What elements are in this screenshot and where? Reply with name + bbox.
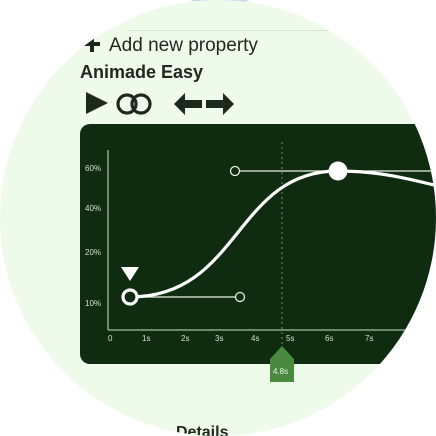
x-tick-label: 3s (215, 334, 223, 343)
arrow-right-icon[interactable] (206, 93, 234, 115)
y-tick-label: 60% (85, 164, 101, 173)
x-tick-label: 6s (325, 334, 333, 343)
start-marker-icon (121, 267, 139, 281)
details-heading: Details (176, 424, 229, 436)
y-tick-label: 10% (85, 299, 101, 308)
easing-curve-editor[interactable]: 60% 40% 20% 10% 0 1s 2s 3s 4s 5s 6s 7s (80, 124, 436, 382)
playhead-label: 4.8s (273, 367, 288, 376)
top-dot (131, 14, 134, 17)
x-tick-label: 5s (286, 334, 294, 343)
page-title: Animade Easy (80, 62, 204, 82)
x-tick-label: 1s (142, 334, 150, 343)
bezier-handle-start[interactable] (234, 291, 246, 303)
x-tick-label: 7s (365, 334, 373, 343)
link-icon[interactable] (116, 93, 152, 115)
bezier-handle-end[interactable] (229, 165, 241, 177)
x-tick-label: 2s (181, 334, 189, 343)
y-tick-label: 20% (85, 248, 101, 257)
play-icon[interactable] (86, 92, 108, 114)
easing-curve[interactable] (129, 169, 436, 299)
playhead-badge[interactable]: 4.8s (270, 346, 294, 382)
x-tick-label: 4s (251, 334, 259, 343)
arrow-left-icon[interactable] (174, 93, 202, 115)
keyframe-start[interactable] (121, 288, 139, 306)
add-property-button[interactable]: Add new property (82, 34, 258, 58)
x-tick-label: 0 (108, 334, 113, 343)
y-tick-label: 40% (85, 204, 101, 213)
keyframe-end[interactable] (328, 161, 348, 181)
playback-controls (84, 90, 244, 123)
top-divider (128, 30, 328, 31)
plus-icon (82, 34, 104, 58)
add-property-label: Add new property (109, 35, 258, 56)
